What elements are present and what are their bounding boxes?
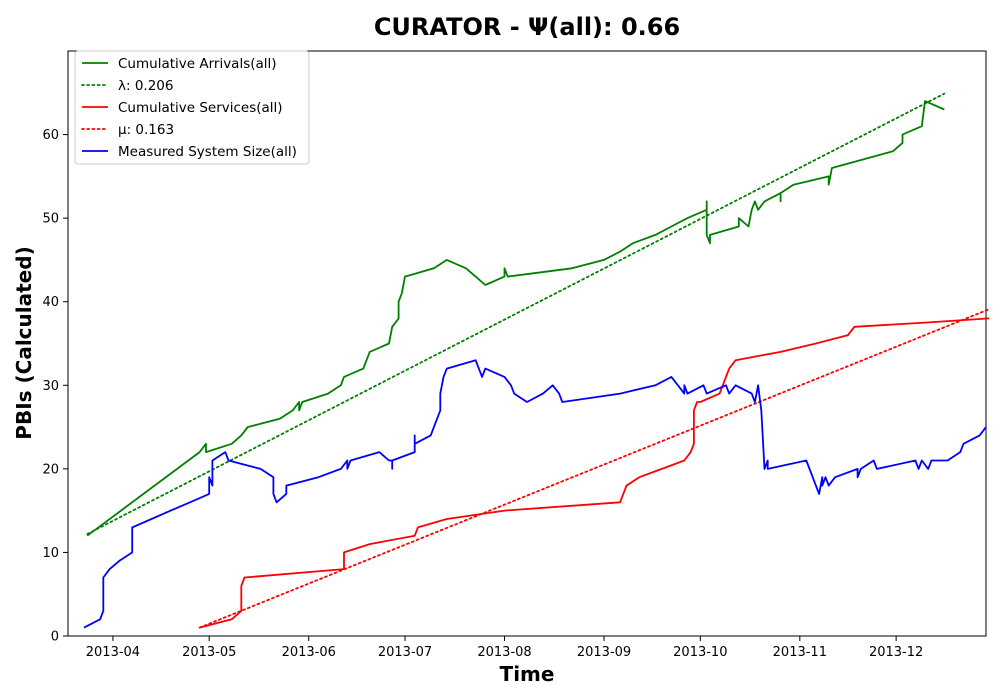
x-tick-label: 2013-07 bbox=[378, 645, 432, 660]
series-layer bbox=[83, 92, 991, 629]
legend-entry-label: Cumulative Arrivals(all) bbox=[118, 56, 277, 72]
y-axis: 0 10 20 30 40 50 60 bbox=[42, 128, 68, 645]
legend-entry-label: λ: 0.206 bbox=[118, 78, 173, 94]
series-line-3 bbox=[198, 308, 991, 629]
x-axis-label: Time bbox=[500, 662, 555, 686]
x-tick-label: 2013-05 bbox=[182, 645, 236, 660]
x-tick-label: 2013-11 bbox=[773, 645, 827, 660]
y-axis-label: PBIs (Calculated) bbox=[12, 246, 36, 439]
y-tick-label: 40 bbox=[42, 295, 59, 310]
legend: Cumulative Arrivals(all) λ: 0.206 Cumulati… bbox=[74, 50, 310, 165]
x-tick-label: 2013-12 bbox=[869, 645, 923, 660]
legend-entry-label: Cumulative Services(all) bbox=[118, 100, 283, 116]
legend-entry-label: μ: 0.163 bbox=[118, 122, 174, 138]
y-tick-label: 0 bbox=[51, 630, 59, 645]
x-tick-label: 2013-09 bbox=[577, 645, 631, 660]
legend-entry-label: Measured System Size(all) bbox=[118, 144, 297, 160]
x-tick-label: 2013-06 bbox=[282, 645, 336, 660]
y-tick-label: 60 bbox=[42, 128, 59, 143]
series-line-0 bbox=[86, 100, 945, 537]
y-tick-label: 20 bbox=[42, 462, 59, 477]
x-tick-label: 2013-08 bbox=[477, 645, 531, 660]
chart-title: CURATOR - Ψ(all): 0.66 bbox=[374, 13, 680, 41]
series-line-4 bbox=[83, 359, 987, 629]
y-tick-label: 10 bbox=[42, 546, 59, 561]
y-tick-label: 50 bbox=[42, 212, 59, 227]
legend-frame bbox=[74, 50, 310, 165]
x-axis: 2013-04 2013-05 2013-06 2013-07 2013-08 2013-… bbox=[86, 636, 923, 660]
y-tick-label: 30 bbox=[42, 379, 59, 394]
plot-area-frame bbox=[67, 50, 987, 637]
series-line-2 bbox=[199, 317, 990, 629]
x-tick-label: 2013-04 bbox=[86, 645, 140, 660]
x-tick-label: 2013-10 bbox=[673, 645, 727, 660]
